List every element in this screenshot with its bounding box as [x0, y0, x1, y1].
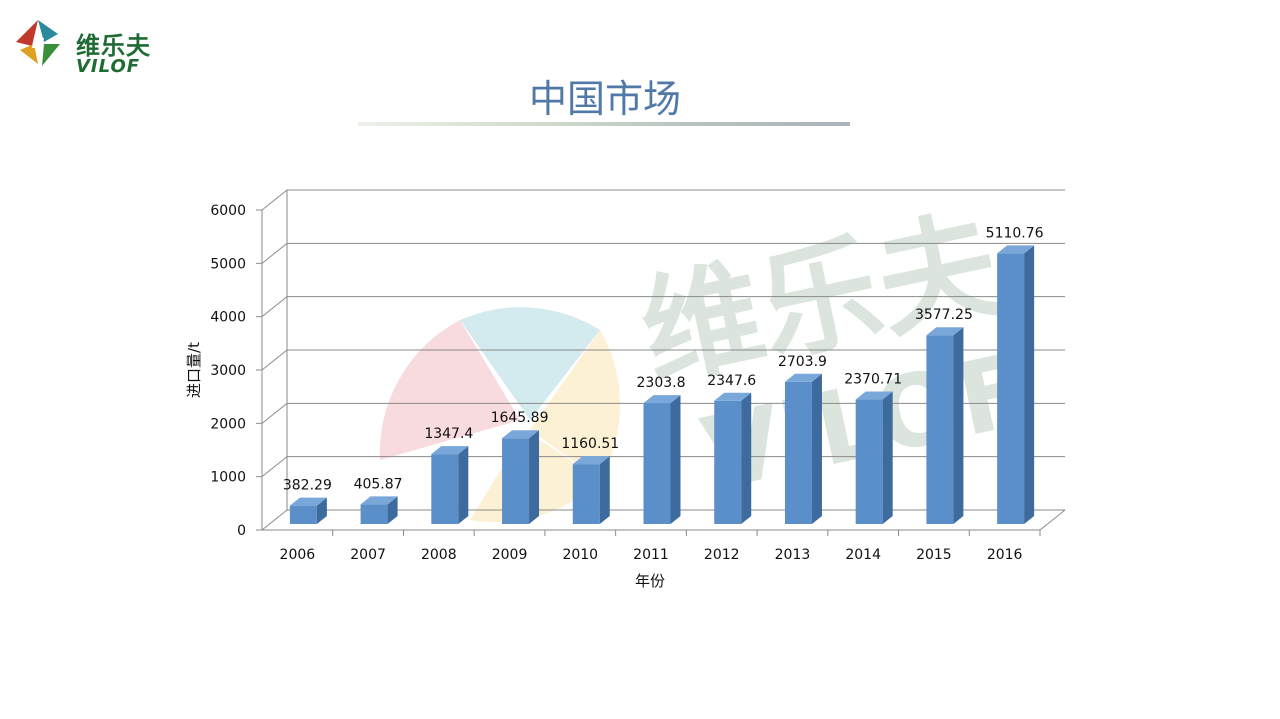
x-tick-label: 2010 [562, 547, 598, 563]
bar-side [882, 391, 893, 524]
bar-top [643, 395, 681, 404]
y-tick-label: 2000 [210, 416, 246, 432]
data-label: 2303.8 [637, 375, 686, 391]
bar-2013 [784, 373, 822, 524]
watermark-shape-yellow [530, 330, 621, 480]
bar-top [572, 456, 610, 465]
bar-top [502, 430, 540, 439]
bar-front [289, 505, 317, 524]
bar-front [926, 335, 954, 524]
bar-top [714, 392, 752, 401]
bar-2010 [572, 456, 610, 524]
floor-edge [1039, 509, 1066, 531]
data-label: 3577.25 [915, 307, 973, 323]
y-axis-title: 进口量/t [185, 342, 203, 398]
data-label: 1347.4 [424, 426, 473, 442]
gridline-side [261, 509, 288, 531]
bar-top [784, 373, 822, 382]
bar-top [431, 446, 469, 455]
bar-side [316, 497, 327, 524]
bar-top [997, 245, 1035, 254]
y-tick-label: 6000 [210, 203, 246, 219]
data-label: 2703.9 [778, 354, 827, 370]
bar-front [502, 438, 530, 524]
x-tick-label: 2012 [704, 547, 740, 563]
bar-side [741, 392, 752, 524]
gridline-side [261, 456, 288, 478]
data-label: 405.87 [354, 476, 403, 492]
bar-2014 [855, 391, 893, 524]
watermark-shape-teal [460, 307, 600, 420]
bar-side [953, 327, 964, 524]
page-title: 中国市场 [528, 77, 681, 121]
chart-bars: 382.29 405.87 1347.4 1645.89 1160.51 2303.8 23… [283, 225, 1044, 524]
bar-front [360, 504, 388, 524]
data-label: 2370.71 [844, 372, 902, 388]
bar-side [387, 496, 398, 524]
gridline-side [261, 296, 288, 318]
y-tick-label: 3000 [210, 363, 246, 379]
bar-top [855, 391, 893, 400]
bar-2009 [502, 430, 540, 524]
bar-2012 [714, 392, 752, 524]
bar-front [784, 381, 812, 524]
bar-side [1024, 245, 1035, 524]
data-label: 5110.76 [986, 225, 1044, 241]
x-tick-label: 2008 [421, 547, 457, 563]
y-tick-label: 4000 [210, 310, 246, 326]
bar-side [670, 395, 681, 524]
x-tick-label: 2006 [280, 547, 316, 563]
bar-side [811, 373, 822, 524]
data-label: 1645.89 [491, 410, 549, 426]
bar-2007 [360, 496, 398, 524]
bar-side [599, 456, 610, 524]
brand-name-en: VILOF [76, 56, 141, 77]
x-tick-label: 2015 [916, 547, 952, 563]
bar-2016 [997, 245, 1035, 524]
x-tick-label: 2007 [350, 547, 386, 563]
bar-side [458, 446, 469, 524]
x-tick-label: 2009 [492, 547, 528, 563]
gridline-side [261, 189, 288, 211]
gridline-side [261, 402, 288, 424]
x-tick-label: 2011 [633, 547, 669, 563]
x-tick-label: 2016 [987, 547, 1023, 563]
bar-side [529, 430, 540, 524]
gridline-side [261, 242, 288, 264]
data-label: 2347.6 [707, 373, 756, 389]
bar-front [643, 403, 671, 524]
data-label: 382.29 [283, 478, 332, 494]
y-tick-label: 1000 [210, 470, 246, 486]
bar-2011 [643, 395, 681, 524]
bar-top [289, 497, 327, 506]
x-tick-label: 2013 [775, 547, 811, 563]
brand-logo-icon [16, 20, 60, 66]
brand-logo: 维乐夫 VILOF [8, 12, 178, 77]
bar-2008 [431, 446, 469, 524]
bar-front [572, 464, 600, 524]
bar-2006 [289, 497, 327, 524]
bar-top [360, 496, 398, 505]
bar-front [855, 399, 883, 524]
data-label: 1160.51 [561, 436, 619, 452]
y-tick-label: 0 [237, 523, 246, 539]
bar-front [431, 454, 459, 524]
x-axis-title: 年份 [635, 572, 665, 590]
x-axis-ticks: 2006 2007 2008 2009 2010 2011 2012 2013 2014 2015… [280, 530, 1041, 563]
bar-front [714, 400, 742, 524]
bar-top [926, 327, 964, 336]
brand-name-cn: 维乐夫 [76, 32, 151, 60]
watermark-shape-red [379, 320, 520, 460]
title-divider [358, 122, 850, 126]
bar-front [997, 253, 1025, 524]
gridline-side [261, 349, 288, 371]
bar-2015 [926, 327, 964, 524]
y-tick-label: 5000 [210, 256, 246, 272]
y-axis-ticks: 0 1000 2000 3000 4000 5000 6000 [210, 203, 262, 539]
x-tick-label: 2014 [845, 547, 881, 563]
